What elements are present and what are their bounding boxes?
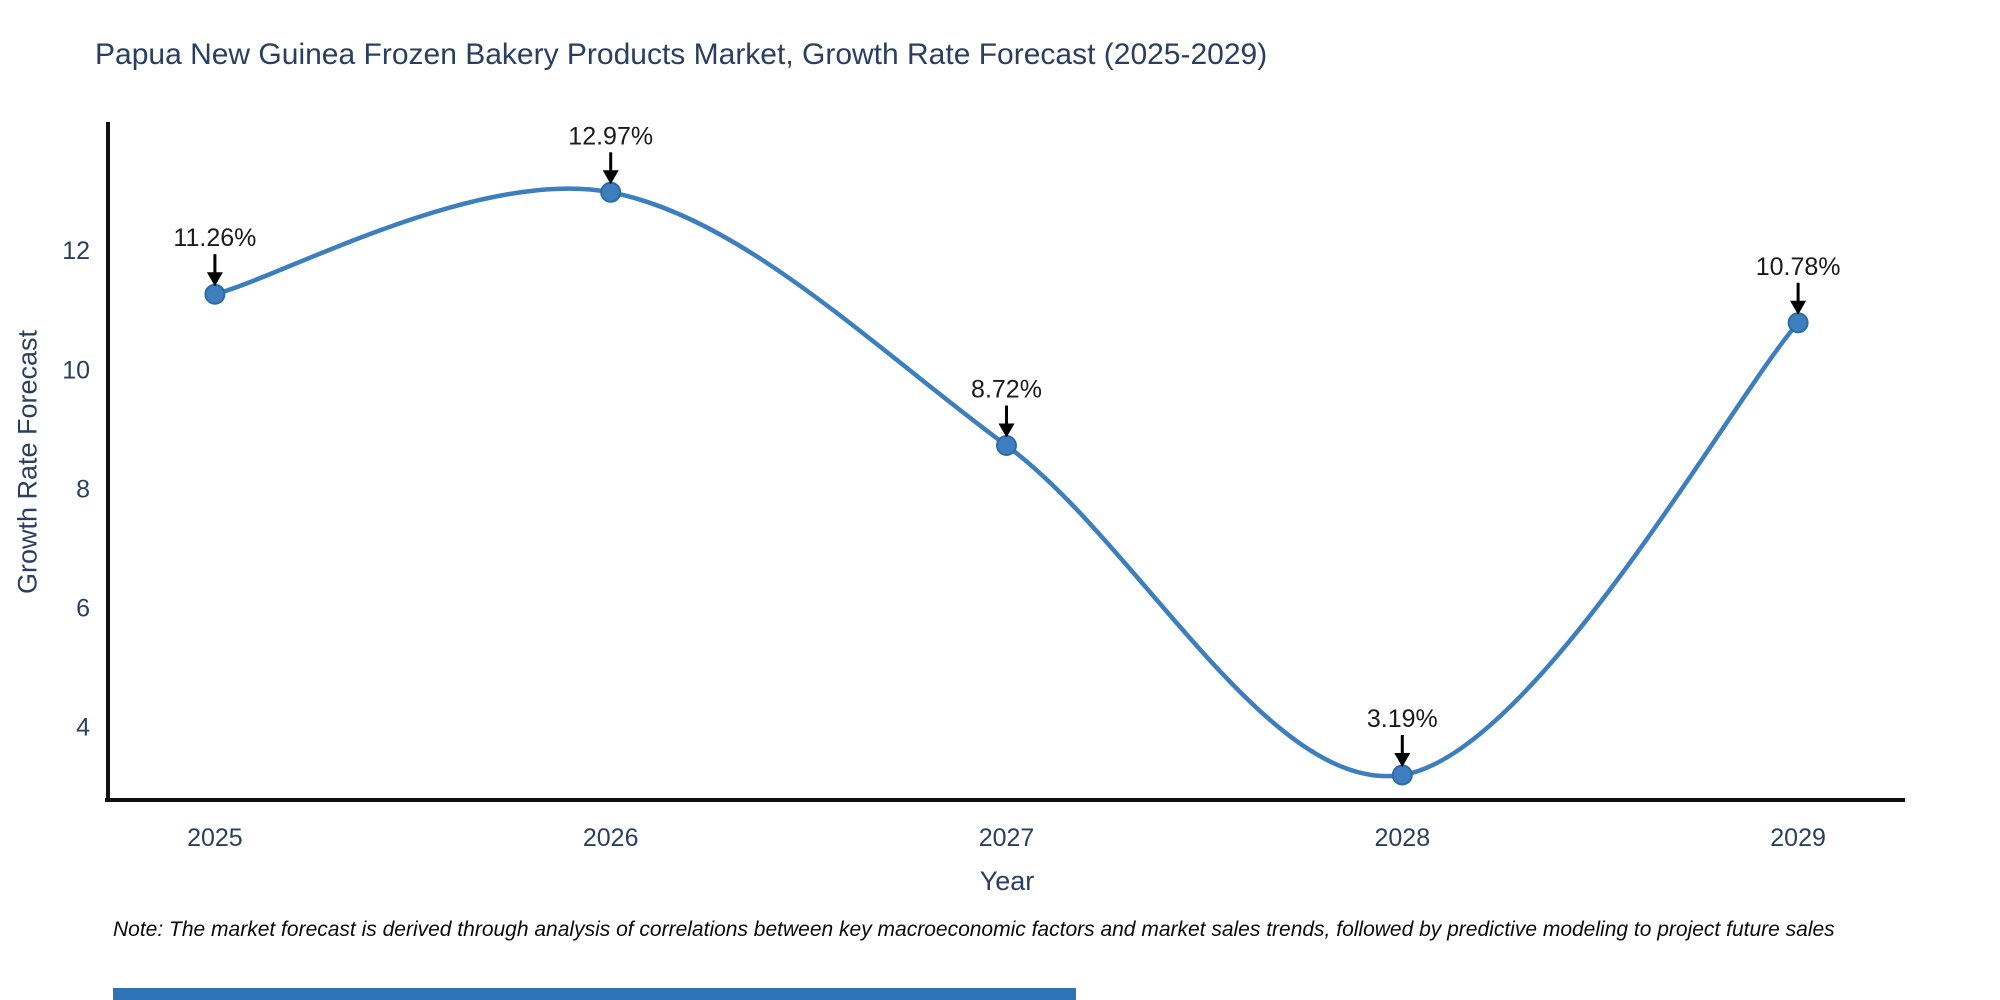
x-tick-label: 2027 bbox=[979, 824, 1035, 852]
annotation-arrow-head bbox=[998, 423, 1015, 438]
data-point-marker bbox=[600, 181, 622, 203]
data-point-label: 12.97% bbox=[568, 122, 653, 150]
x-tick-label: 2026 bbox=[583, 824, 639, 852]
data-point-marker bbox=[1391, 764, 1413, 786]
y-tick-label: 6 bbox=[76, 595, 90, 623]
y-tick-label: 12 bbox=[62, 237, 90, 265]
annotation-arrow-head bbox=[1394, 753, 1411, 767]
accent-bar bbox=[113, 988, 1076, 1000]
annotation-arrow-head bbox=[206, 272, 223, 287]
x-tick-label: 2029 bbox=[1770, 824, 1826, 852]
y-axis-title: Growth Rate Forecast bbox=[12, 329, 43, 595]
annotation-arrow-head bbox=[1790, 300, 1807, 315]
y-tick-label: 4 bbox=[76, 714, 90, 742]
footnote: Note: The market forecast is derived thr… bbox=[113, 918, 1835, 941]
x-tick-label: 2025 bbox=[187, 824, 243, 852]
data-point-marker bbox=[1787, 312, 1809, 334]
data-point-marker bbox=[204, 283, 226, 305]
forecast-line bbox=[212, 186, 1801, 779]
chart-title: Papua New Guinea Frozen Bakery Products … bbox=[95, 38, 1268, 71]
y-tick-label: 8 bbox=[76, 475, 90, 503]
data-point-label: 8.72% bbox=[971, 376, 1042, 404]
x-tick-label: 2028 bbox=[1374, 824, 1430, 852]
data-point-marker bbox=[996, 435, 1017, 456]
annotation-arrow-head bbox=[602, 170, 619, 185]
x-axis-title: Year bbox=[979, 866, 1035, 896]
data-point-label: 10.78% bbox=[1756, 253, 1841, 281]
y-tick-label: 10 bbox=[62, 356, 90, 384]
data-point-label: 11.26% bbox=[173, 224, 256, 252]
data-point-label: 3.19% bbox=[1367, 705, 1438, 733]
